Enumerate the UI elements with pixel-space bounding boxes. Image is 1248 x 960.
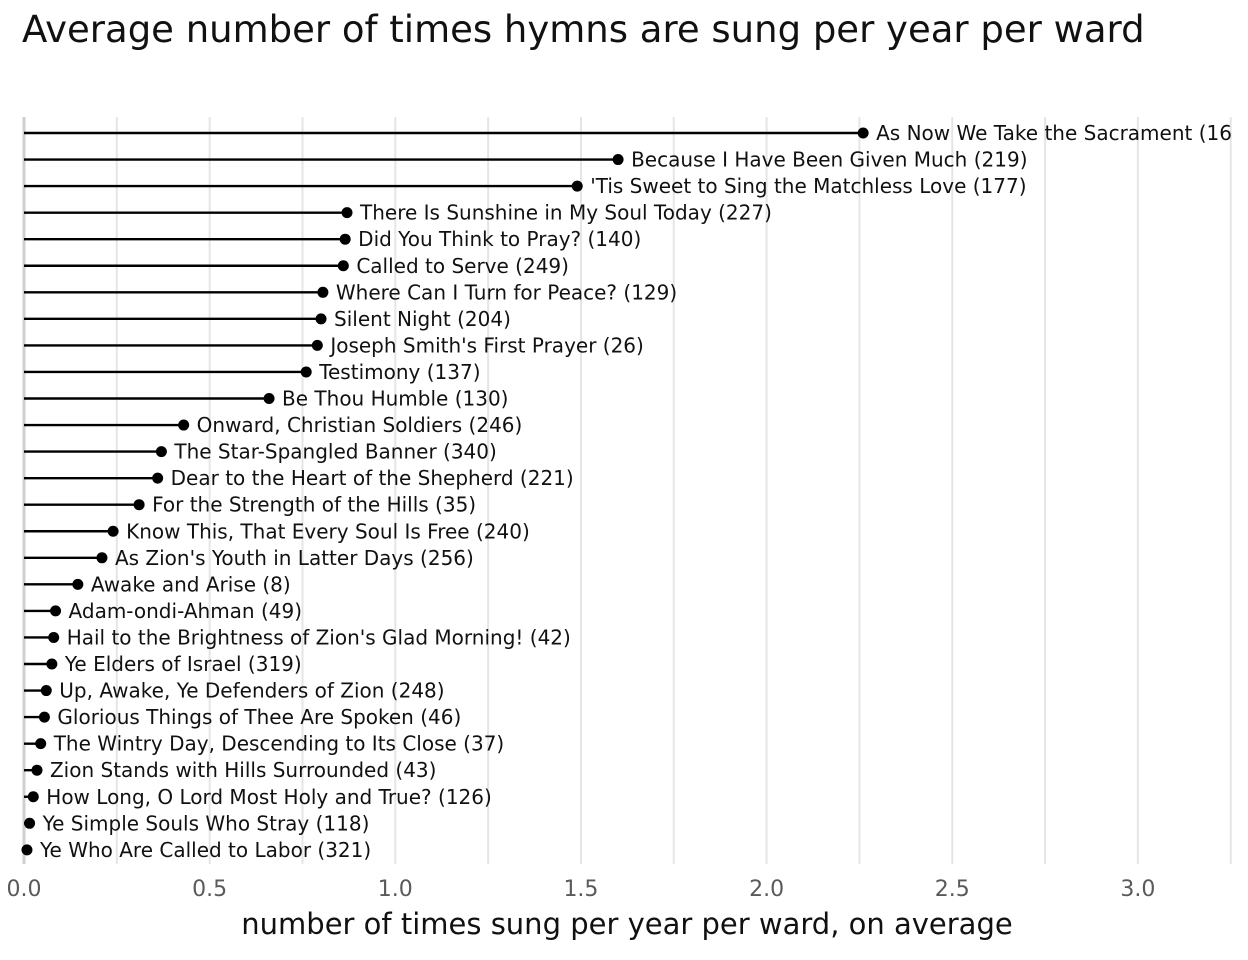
- lollipop-dot: [339, 233, 351, 245]
- lollipop-dot: [96, 552, 108, 564]
- chart-title: Average number of times hymns are sung p…: [22, 8, 1145, 51]
- hymn-label: Know This, That Every Soul Is Free (240): [126, 519, 530, 543]
- lollipop-dot: [311, 339, 323, 351]
- lollipop-dot: [31, 764, 43, 776]
- hymn-label: Dear to the Heart of the Shepherd (221): [171, 466, 574, 490]
- lollipop-dot: [21, 844, 33, 856]
- hymn-label: Onward, Christian Soldiers (246): [197, 413, 523, 437]
- lollipop-dot: [133, 499, 145, 511]
- hymn-label: Joseph Smith's First Prayer (26): [328, 333, 644, 357]
- hymn-label: The Wintry Day, Descending to Its Close …: [53, 732, 505, 756]
- hymn-label: As Now We Take the Sacrament (16: [876, 121, 1232, 145]
- hymn-label: Ye Simple Souls Who Stray (118): [42, 811, 370, 835]
- lollipop-dot: [315, 313, 327, 325]
- x-tick-label: 3.0: [1120, 877, 1155, 902]
- lollipop-dot: [48, 631, 60, 643]
- lollipop-dot: [571, 180, 583, 192]
- hymn-label: Did You Think to Pray? (140): [358, 227, 641, 251]
- lollipop-dot: [300, 366, 312, 378]
- hymn-label: How Long, O Lord Most Holy and True? (12…: [46, 785, 492, 809]
- hymn-label: The Star-Spangled Banner (340): [173, 440, 496, 464]
- hymn-label: Called to Serve (249): [356, 254, 569, 278]
- hymn-label: As Zion's Youth in Latter Days (256): [115, 546, 474, 570]
- x-tick-label: 0.0: [7, 877, 42, 902]
- lollipop-dot: [152, 472, 164, 484]
- x-tick-label: 2.5: [935, 877, 970, 902]
- lollipop-dot: [341, 207, 353, 219]
- x-tick-label: 1.0: [378, 877, 413, 902]
- hymn-label: Ye Elders of Israel (319): [64, 652, 302, 676]
- lollipop-dot: [27, 791, 39, 803]
- dots: [21, 127, 869, 856]
- hymn-label: Adam-ondi-Ahman (49): [69, 599, 302, 623]
- gridlines: [22, 117, 1232, 864]
- x-tick-label: 0.5: [192, 877, 227, 902]
- lollipop-dot: [38, 711, 50, 723]
- lollipop-dot: [24, 817, 36, 829]
- lollipop-dot: [40, 685, 52, 697]
- lollipop-dot: [155, 446, 167, 458]
- hymn-label: 'Tis Sweet to Sing the Matchless Love (1…: [590, 174, 1026, 198]
- lollipop-dot: [263, 393, 275, 404]
- lollipop-dot: [107, 525, 119, 537]
- hymn-label: Up, Awake, Ye Defenders of Zion (248): [59, 679, 444, 703]
- x-axis-ticks: 0.0 0.5 1.0 1.5 2.0 2.5 3.0: [7, 877, 1156, 902]
- lollipop-dot: [317, 286, 329, 298]
- hymn-label: Because I Have Been Given Much (219): [631, 148, 1027, 172]
- hymn-label: Be Thou Humble (130): [282, 387, 508, 411]
- hymn-label: Ye Who Are Called to Labor (321): [39, 838, 371, 862]
- hymn-label: Hail to the Brightness of Zion's Glad Mo…: [67, 625, 571, 649]
- x-tick-label: 1.5: [563, 877, 598, 902]
- hymn-label: Silent Night (204): [334, 307, 511, 331]
- hymn-label: Awake and Arise (8): [91, 572, 291, 596]
- lollipop-dot: [857, 127, 869, 139]
- x-tick-label: 2.0: [749, 877, 784, 902]
- point-labels: As Now We Take the Sacrament (16 Because …: [39, 121, 1232, 862]
- lollipop-dot: [178, 419, 190, 431]
- lollipop-dot: [337, 260, 349, 272]
- lollipop-dot: [46, 658, 58, 670]
- lollipop-dot: [35, 738, 47, 750]
- x-axis-title: number of times sung per year per ward, …: [241, 907, 1012, 941]
- hymn-label: Where Can I Turn for Peace? (129): [336, 280, 677, 304]
- lollipop-dot: [612, 154, 624, 166]
- lollipop-dot: [72, 578, 84, 590]
- hymn-label: There Is Sunshine in My Soul Today (227): [359, 201, 772, 225]
- hymn-label: Testimony (137): [318, 360, 480, 384]
- hymn-label: Zion Stands with Hills Surrounded (43): [50, 758, 436, 782]
- hymn-label: For the Strength of the Hills (35): [152, 493, 476, 517]
- lollipop-dot: [50, 605, 62, 617]
- hymn-label: Glorious Things of Thee Are Spoken (46): [57, 705, 461, 729]
